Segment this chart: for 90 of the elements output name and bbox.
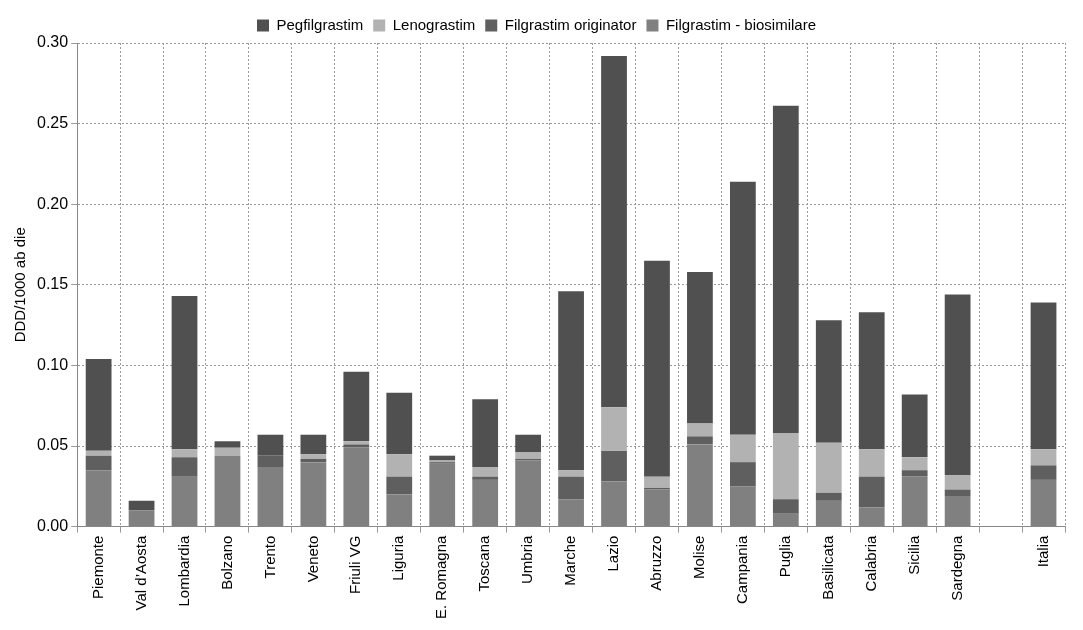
bar: [300, 454, 327, 459]
bar: [171, 296, 198, 450]
x-tick-label: Val d’Aosta: [131, 534, 149, 611]
bar: [558, 470, 584, 477]
x-tick-label: Trento: [260, 535, 278, 579]
y-tick-label: 0.25: [37, 114, 69, 132]
bar: [558, 291, 584, 471]
x-tick-label: Sicilia: [904, 534, 922, 575]
legend-label: Filgrastim - biosimilare: [665, 15, 816, 33]
bar: [772, 105, 799, 434]
y-tick-label: 0.05: [37, 436, 69, 454]
bar: [257, 434, 284, 456]
bar: [171, 449, 198, 458]
bar: [85, 450, 112, 456]
x-tick-label: Basilicata: [818, 534, 836, 600]
bar: [687, 271, 713, 424]
x-tick-label: Marche: [561, 535, 579, 586]
legend-label: Lenograstim: [392, 15, 476, 33]
bar: [85, 358, 112, 451]
x-tick-label: Veneto: [303, 535, 321, 583]
x-tick-label: Puglia: [775, 534, 793, 578]
x-tick-label: Italia: [1033, 534, 1051, 568]
bar: [386, 454, 413, 477]
y-tick-label: 0.00: [37, 517, 69, 535]
bar: [687, 423, 713, 437]
x-tick-label: Liguria: [389, 534, 407, 581]
bar: [558, 476, 584, 500]
x-tick-label: Lazio: [604, 535, 622, 572]
bar: [901, 457, 928, 471]
legend-label: Filgrastim originator: [504, 15, 637, 33]
bar: [601, 450, 627, 482]
bar: [300, 434, 327, 455]
x-tick-label: Piemonte: [88, 535, 106, 599]
bar: [901, 470, 928, 477]
bar: [386, 476, 413, 495]
bar: [429, 455, 456, 461]
x-tick-label: Umbria: [518, 534, 536, 584]
y-tick-label: 0.10: [37, 355, 69, 373]
y-tick-label: 0.30: [37, 33, 69, 51]
x-tick-label: E. Romagna: [432, 534, 450, 620]
x-tick-label: Friuli VG: [346, 535, 364, 594]
bar: [944, 489, 971, 496]
bar: [257, 455, 284, 467]
bar: [858, 312, 885, 450]
bar: [1030, 449, 1057, 466]
bar: [1030, 465, 1057, 480]
bar: [214, 447, 241, 456]
bar: [300, 458, 327, 463]
bar: [687, 436, 713, 445]
x-tick-label: Toscana: [475, 534, 493, 592]
bar: [858, 449, 885, 477]
legend-label: Pegfilgrastim: [276, 15, 364, 33]
bar: [601, 55, 627, 408]
bar: [472, 476, 499, 480]
bar: [472, 399, 499, 467]
bar: [601, 407, 627, 451]
bar: [858, 476, 885, 508]
bar: [772, 433, 799, 500]
bar: [815, 320, 842, 443]
y-tick-label: 0.20: [37, 194, 69, 212]
bar: [644, 476, 670, 488]
bar: [472, 466, 499, 477]
bar: [644, 260, 670, 477]
x-tick-label: Sardegna: [947, 534, 965, 601]
bar: [515, 452, 542, 459]
bar: [901, 394, 928, 458]
bar: [343, 371, 370, 442]
bar: [729, 462, 756, 487]
bar: [515, 434, 542, 453]
y-axis-title: DDD/1000 ab die: [11, 227, 29, 343]
bar: [772, 499, 799, 514]
bar: [128, 500, 155, 511]
bar: [944, 475, 971, 490]
x-tick-label: Lombardia: [174, 534, 192, 607]
x-tick-label: Campania: [733, 534, 751, 604]
bar: [815, 492, 842, 501]
bar: [944, 294, 971, 476]
bar: [729, 434, 756, 463]
x-tick-label: Molise: [690, 535, 708, 579]
bar: [1030, 302, 1057, 450]
bar: [729, 181, 756, 435]
x-tick-label: Abruzzo: [647, 535, 665, 591]
x-tick-label: Calabria: [861, 534, 879, 592]
y-tick-label: 0.15: [37, 275, 69, 293]
x-tick-label: Bolzano: [217, 535, 235, 590]
bar: [386, 392, 413, 455]
bar: [214, 441, 241, 448]
bar: [171, 457, 198, 477]
bar: [815, 442, 842, 493]
bar: [85, 455, 112, 471]
